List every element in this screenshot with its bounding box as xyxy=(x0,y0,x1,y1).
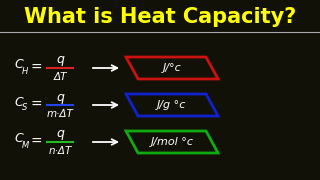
Text: ΔT: ΔT xyxy=(53,72,67,82)
Text: m·ΔT: m·ΔT xyxy=(47,109,73,119)
Text: C: C xyxy=(14,132,23,145)
Text: H: H xyxy=(22,66,28,75)
Text: C: C xyxy=(14,58,23,71)
Text: =: = xyxy=(30,98,42,112)
Text: J/g °c: J/g °c xyxy=(157,100,187,110)
Text: M: M xyxy=(22,141,29,150)
Text: S: S xyxy=(22,103,28,112)
Text: J/°c: J/°c xyxy=(163,63,181,73)
Text: q: q xyxy=(56,127,64,141)
Text: What is Heat Capacity?: What is Heat Capacity? xyxy=(24,7,296,27)
Text: n·ΔT: n·ΔT xyxy=(48,146,72,156)
Text: =: = xyxy=(30,135,42,149)
Text: =: = xyxy=(30,61,42,75)
Text: J/mol °c: J/mol °c xyxy=(150,137,194,147)
Text: C: C xyxy=(14,96,23,109)
Text: q: q xyxy=(56,53,64,66)
Text: q: q xyxy=(56,91,64,104)
